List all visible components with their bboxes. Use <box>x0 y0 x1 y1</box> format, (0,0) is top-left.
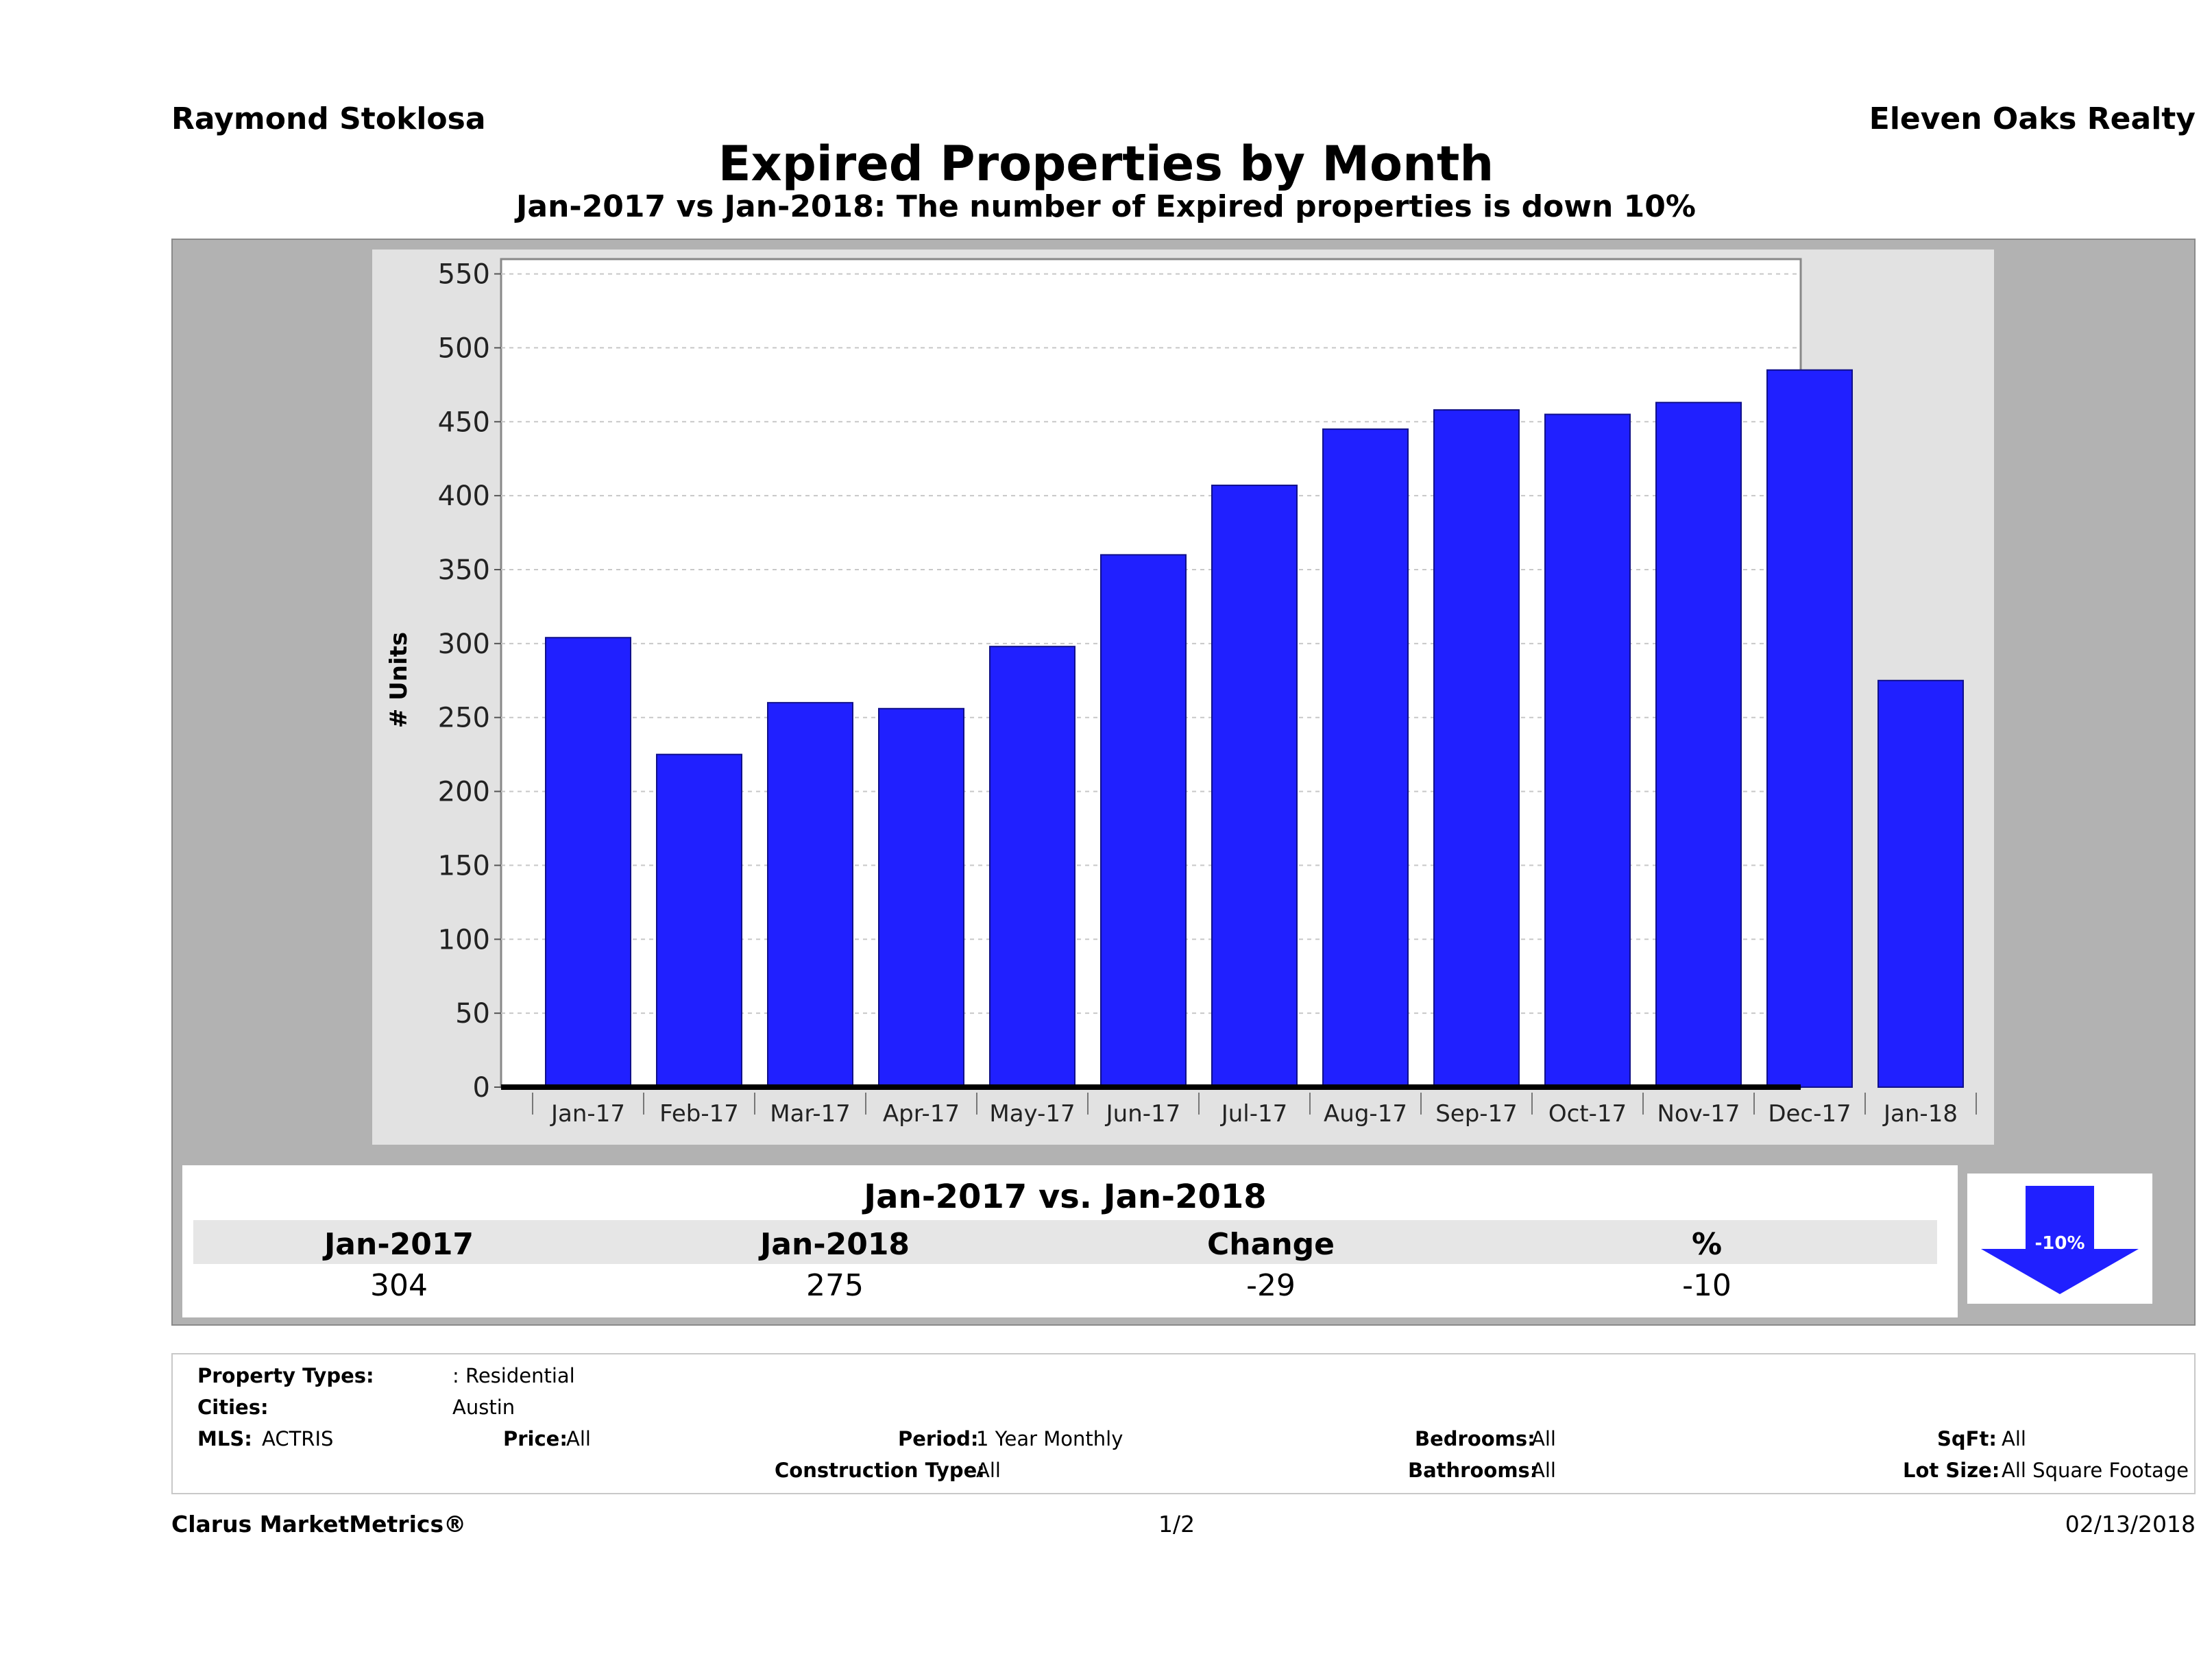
x-tick-label: Jun-17 <box>1105 1100 1181 1128</box>
footer-page-number: 1/2 <box>1158 1511 1195 1537</box>
y-axis-label: # Units <box>385 632 413 728</box>
summary-header-percent: % <box>1691 1227 1723 1262</box>
bar <box>1211 485 1298 1088</box>
x-tick-label: May-17 <box>989 1100 1075 1128</box>
summary-title: Jan-2017 vs. Jan-2018 <box>864 1178 1267 1216</box>
y-tick-label: 50 <box>455 998 490 1030</box>
change-badge-label: -10% <box>2034 1233 2085 1254</box>
criteria-panel <box>171 1353 2196 1494</box>
price-value: All <box>566 1427 591 1450</box>
x-tick-label: Aug-17 <box>1324 1100 1407 1128</box>
price-label: Price: <box>503 1427 568 1450</box>
x-tick-label: Dec-17 <box>1768 1100 1851 1128</box>
footer-date: 02/13/2018 <box>2065 1511 2196 1537</box>
bar <box>1433 409 1520 1088</box>
y-tick-label: 550 <box>438 259 490 291</box>
summary-header-jan2017: Jan-2017 <box>324 1227 474 1262</box>
summary-value-change: -29 <box>1246 1268 1296 1303</box>
footer-brand: Clarus MarketMetrics® <box>171 1511 467 1537</box>
summary-value-row: 304 275 -29 -10 <box>193 1267 1937 1305</box>
change-badge: -10% <box>1967 1174 2152 1304</box>
y-tick-label: 300 <box>438 629 490 660</box>
x-tick-label: Oct-17 <box>1548 1100 1627 1128</box>
lot-size-value: All Square Footage <box>2002 1459 2189 1482</box>
y-tick-label: 500 <box>438 332 490 364</box>
y-tick-label: 200 <box>438 777 490 808</box>
x-tick-label: Jan-18 <box>1882 1100 1958 1128</box>
bar <box>989 646 1075 1088</box>
bar <box>1544 413 1631 1088</box>
construction-type-value: All <box>976 1459 1001 1482</box>
bedrooms-value: All <box>1531 1427 1556 1450</box>
y-tick-label: 0 <box>473 1072 490 1104</box>
chart-title: Expired Properties by Month <box>718 136 1494 192</box>
y-tick-label: 250 <box>438 703 490 734</box>
mls-value: ACTRIS <box>262 1427 334 1450</box>
cities-value: Austin <box>452 1396 515 1419</box>
y-tick-label: 100 <box>438 924 490 956</box>
bar <box>878 707 964 1088</box>
bar <box>1766 369 1853 1088</box>
summary-value-jan2017: 304 <box>370 1268 428 1303</box>
x-tick-label: Mar-17 <box>770 1100 851 1128</box>
chart-panel: 0 50 100 150 200 250 300 350 400 450 500 550 # Units… <box>372 250 1994 1145</box>
x-tick-label: Apr-17 <box>883 1100 960 1128</box>
bar <box>1322 428 1409 1089</box>
summary-header-change: Change <box>1207 1227 1335 1262</box>
mls-label: MLS: <box>197 1427 252 1450</box>
summary-title-row: Jan-2017 vs. Jan-2018 <box>193 1175 1937 1217</box>
down-arrow-icon <box>1981 1186 2139 1294</box>
x-tick-label: Sep-17 <box>1435 1100 1518 1128</box>
y-tick-label: 400 <box>438 481 490 512</box>
sqft-label: SqFt: <box>1937 1427 1997 1450</box>
y-tick-label: 150 <box>438 850 490 881</box>
property-types-label: Property Types: <box>197 1364 374 1387</box>
bathrooms-value: All <box>1531 1459 1556 1482</box>
summary-value-jan2018: 275 <box>806 1268 864 1303</box>
bar-chart: 0 50 100 150 200 250 300 350 400 450 500 550 # Units… <box>385 258 1977 1128</box>
chart-subtitle: Jan-2017 vs Jan-2018: The number of Expi… <box>516 189 1696 224</box>
summary-value-percent: -10 <box>1682 1268 1731 1303</box>
agent-name: Raymond Stoklosa <box>171 101 486 136</box>
bar <box>1100 554 1187 1088</box>
bathrooms-label: Bathrooms: <box>1408 1459 1538 1482</box>
y-tick-label: 450 <box>438 406 490 438</box>
bar <box>656 753 742 1089</box>
lot-size-label: Lot Size: <box>1903 1459 2000 1482</box>
bar <box>767 702 853 1088</box>
bar <box>545 637 631 1088</box>
bar <box>1877 679 1964 1088</box>
construction-type-label: Construction Type: <box>775 1459 985 1482</box>
summary-header-jan2018: Jan-2018 <box>759 1227 910 1262</box>
property-types-value: : Residential <box>452 1364 575 1387</box>
period-label: Period: <box>898 1427 979 1450</box>
company-name: Eleven Oaks Realty <box>1869 101 2196 136</box>
period-value: 1 Year Monthly <box>976 1427 1123 1450</box>
x-tick-label: Nov-17 <box>1657 1100 1740 1128</box>
y-tick-label: 350 <box>438 555 490 586</box>
bedrooms-label: Bedrooms: <box>1415 1427 1535 1450</box>
sqft-value: All <box>2002 1427 2026 1450</box>
bar <box>1655 402 1742 1088</box>
x-tick-label: Feb-17 <box>659 1100 739 1128</box>
summary-header-row: Jan-2017 Jan-2018 Change % <box>193 1220 1937 1264</box>
x-tick-label: Jan-17 <box>550 1100 625 1128</box>
cities-label: Cities: <box>197 1396 269 1419</box>
x-tick-label: Jul-17 <box>1220 1100 1288 1128</box>
